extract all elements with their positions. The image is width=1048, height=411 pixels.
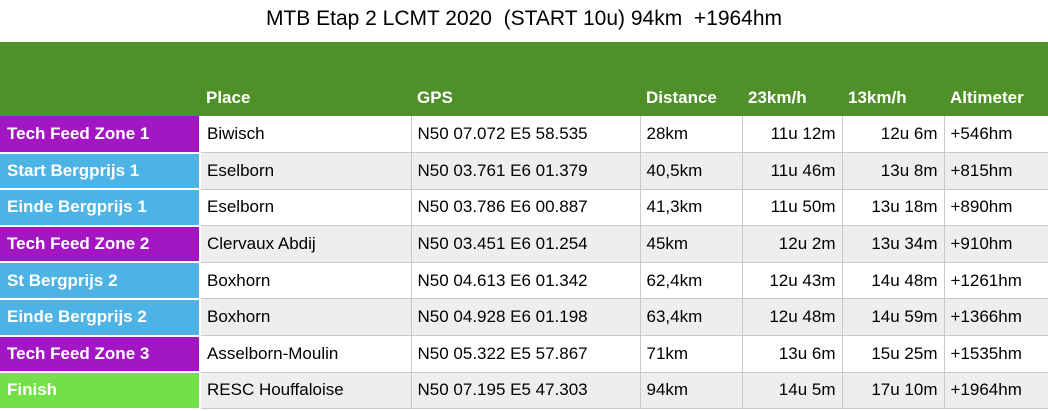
- stage-table: Place GPS Distance 23km/h 13km/h Altimet…: [0, 80, 1048, 410]
- cell-time-13kmh: 12u 6m: [842, 116, 945, 154]
- cell-distance: 94km: [640, 372, 743, 410]
- row-label: Start Bergprijs 1: [0, 152, 201, 191]
- cell-gps: N50 05.322 E5 57.867: [411, 335, 641, 373]
- cell-time-23kmh: 12u 48m: [742, 298, 843, 337]
- cell-gps: N50 07.072 E5 58.535: [411, 116, 641, 154]
- cell-time-13kmh: 17u 10m: [842, 372, 945, 410]
- cell-altimeter: +1535hm: [944, 335, 1048, 373]
- header-band: [0, 42, 1048, 80]
- table-row: Tech Feed Zone 2 Clervaux Abdij N50 03.451…: [0, 225, 1048, 264]
- header-gps: GPS: [411, 80, 640, 116]
- header-13kmh: 13km/h: [842, 80, 944, 116]
- cell-time-23kmh: 12u 43m: [742, 262, 843, 300]
- cell-gps: N50 04.928 E6 01.198: [411, 298, 641, 337]
- header-23kmh: 23km/h: [742, 80, 842, 116]
- cell-place: Eselborn: [200, 152, 412, 190]
- cell-time-23kmh: 11u 50m: [742, 189, 843, 227]
- table-row: Finish RESC Houffaloise N50 07.195 E5 47.3…: [0, 372, 1048, 410]
- cell-altimeter: +910hm: [944, 225, 1048, 263]
- header-altimeter: Altimeter: [944, 80, 1048, 116]
- cell-altimeter: +1261hm: [944, 262, 1048, 300]
- cell-gps: N50 03.761 E6 01.379: [411, 152, 641, 190]
- cell-time-13kmh: 13u 18m: [842, 189, 945, 227]
- table-row: Tech Feed Zone 1 Biwisch N50 07.072 E5 58.…: [0, 116, 1048, 154]
- cell-time-13kmh: 14u 48m: [842, 262, 945, 300]
- cell-place: Boxhorn: [200, 298, 412, 337]
- cell-distance: 45km: [640, 225, 743, 263]
- cell-gps: N50 03.451 E6 01.254: [411, 225, 641, 263]
- header-label: [0, 80, 200, 116]
- cell-distance: 41,3km: [640, 189, 743, 227]
- cell-time-23kmh: 11u 12m: [742, 116, 843, 154]
- cell-place: Eselborn: [200, 189, 412, 227]
- table-row: Start Bergprijs 1 Eselborn N50 03.761 E6 0…: [0, 152, 1048, 191]
- cell-distance: 63,4km: [640, 298, 743, 337]
- cell-time-23kmh: 11u 46m: [742, 152, 843, 190]
- row-label: St Bergprijs 2: [0, 262, 201, 300]
- table-header-row: Place GPS Distance 23km/h 13km/h Altimet…: [0, 80, 1048, 116]
- table-row: Einde Bergprijs 2 Boxhorn N50 04.928 E6 01…: [0, 298, 1048, 337]
- cell-distance: 28km: [640, 116, 743, 154]
- cell-time-13kmh: 13u 8m: [842, 152, 945, 190]
- cell-altimeter: +546hm: [944, 116, 1048, 154]
- cell-distance: 62,4km: [640, 262, 743, 300]
- cell-place: Asselborn-Moulin: [200, 335, 412, 373]
- header-distance: Distance: [640, 80, 742, 116]
- table-row: Einde Bergprijs 1 Eselborn N50 03.786 E6 0…: [0, 189, 1048, 227]
- row-label: Finish: [0, 372, 201, 410]
- cell-altimeter: +890hm: [944, 189, 1048, 227]
- table-row: Tech Feed Zone 3 Asselborn-Moulin N50 05.3…: [0, 335, 1048, 374]
- cell-place: Biwisch: [200, 116, 412, 154]
- row-label: Einde Bergprijs 1: [0, 189, 201, 227]
- cell-distance: 40,5km: [640, 152, 743, 190]
- cell-gps: N50 07.195 E5 47.303: [411, 372, 641, 410]
- cell-place: RESC Houffaloise: [200, 372, 412, 410]
- cell-distance: 71km: [640, 335, 743, 373]
- page-title: MTB Etap 2 LCMT 2020 (START 10u) 94km +1…: [265, 7, 783, 30]
- cell-altimeter: +1366hm: [944, 298, 1048, 337]
- table-row: St Bergprijs 2 Boxhorn N50 04.613 E6 01.34…: [0, 262, 1048, 300]
- cell-place: Clervaux Abdij: [200, 225, 412, 263]
- cell-time-13kmh: 14u 59m: [842, 298, 945, 337]
- cell-time-13kmh: 13u 34m: [842, 225, 945, 263]
- cell-altimeter: +815hm: [944, 152, 1048, 190]
- cell-time-23kmh: 12u 2m: [742, 225, 843, 263]
- row-label: Einde Bergprijs 2: [0, 298, 201, 337]
- row-label: Tech Feed Zone 3: [0, 335, 201, 374]
- cell-time-13kmh: 15u 25m: [842, 335, 945, 373]
- cell-altimeter: +1964hm: [944, 372, 1048, 410]
- row-label: Tech Feed Zone 2: [0, 225, 201, 264]
- cell-time-23kmh: 14u 5m: [742, 372, 843, 410]
- header-place: Place: [200, 80, 411, 116]
- cell-gps: N50 03.786 E6 00.887: [411, 189, 641, 227]
- row-label: Tech Feed Zone 1: [0, 116, 201, 154]
- cell-gps: N50 04.613 E6 01.342: [411, 262, 641, 300]
- cell-time-23kmh: 13u 6m: [742, 335, 843, 373]
- cell-place: Boxhorn: [200, 262, 412, 300]
